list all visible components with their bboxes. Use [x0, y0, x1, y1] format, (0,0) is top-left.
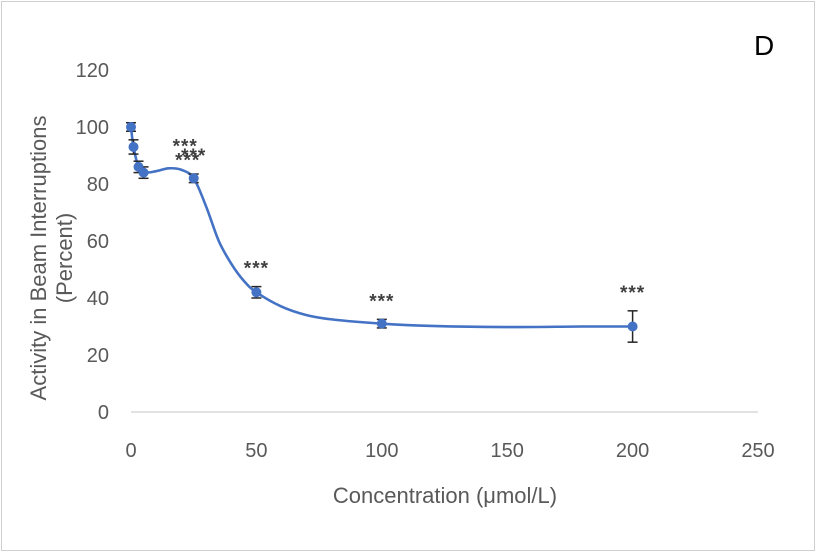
significance-annotation: ***: [175, 151, 200, 172]
data-point: [126, 122, 136, 132]
data-point: [188, 173, 199, 184]
significance-label: ***: [244, 259, 269, 280]
panel-label: D: [754, 30, 774, 61]
x-tick-label: 150: [491, 440, 524, 462]
significance-label: ***: [620, 283, 645, 304]
significance-annotation: ***: [173, 136, 198, 157]
x-tick-label: 250: [741, 440, 774, 462]
x-axis-title: Concentration (μmol/L): [333, 483, 557, 508]
y-tick-label: 60: [87, 231, 109, 253]
x-tick-label: 200: [616, 440, 649, 462]
y-axis-ticks: 0 20 40 60 80 100 120: [76, 60, 109, 424]
y-tick-label: 120: [76, 60, 109, 82]
x-tick-label: 100: [365, 440, 398, 462]
data-points: [126, 122, 638, 332]
y-tick-label: 40: [87, 288, 109, 310]
data-point: [251, 287, 262, 298]
data-point: [128, 141, 139, 152]
data-point: [627, 321, 638, 332]
x-axis-ticks: 0 50 100 150 200 250: [125, 440, 774, 462]
y-axis-title-line2: (Percent): [52, 213, 77, 303]
y-tick-label: 20: [87, 345, 109, 367]
x-tick-label: 50: [245, 440, 267, 462]
significance-label: ***: [181, 146, 206, 167]
data-point: [138, 167, 149, 178]
y-axis-title-line1: Activity in Beam Interruptions: [26, 116, 51, 401]
y-tick-label: 100: [76, 117, 109, 139]
y-tick-label: 80: [87, 174, 109, 196]
significance-labels: ********* *********: [173, 136, 645, 312]
data-point: [376, 318, 387, 329]
y-tick-label: 0: [98, 402, 109, 424]
significance-label: ***: [369, 291, 394, 312]
x-tick-label: 0: [125, 440, 136, 462]
